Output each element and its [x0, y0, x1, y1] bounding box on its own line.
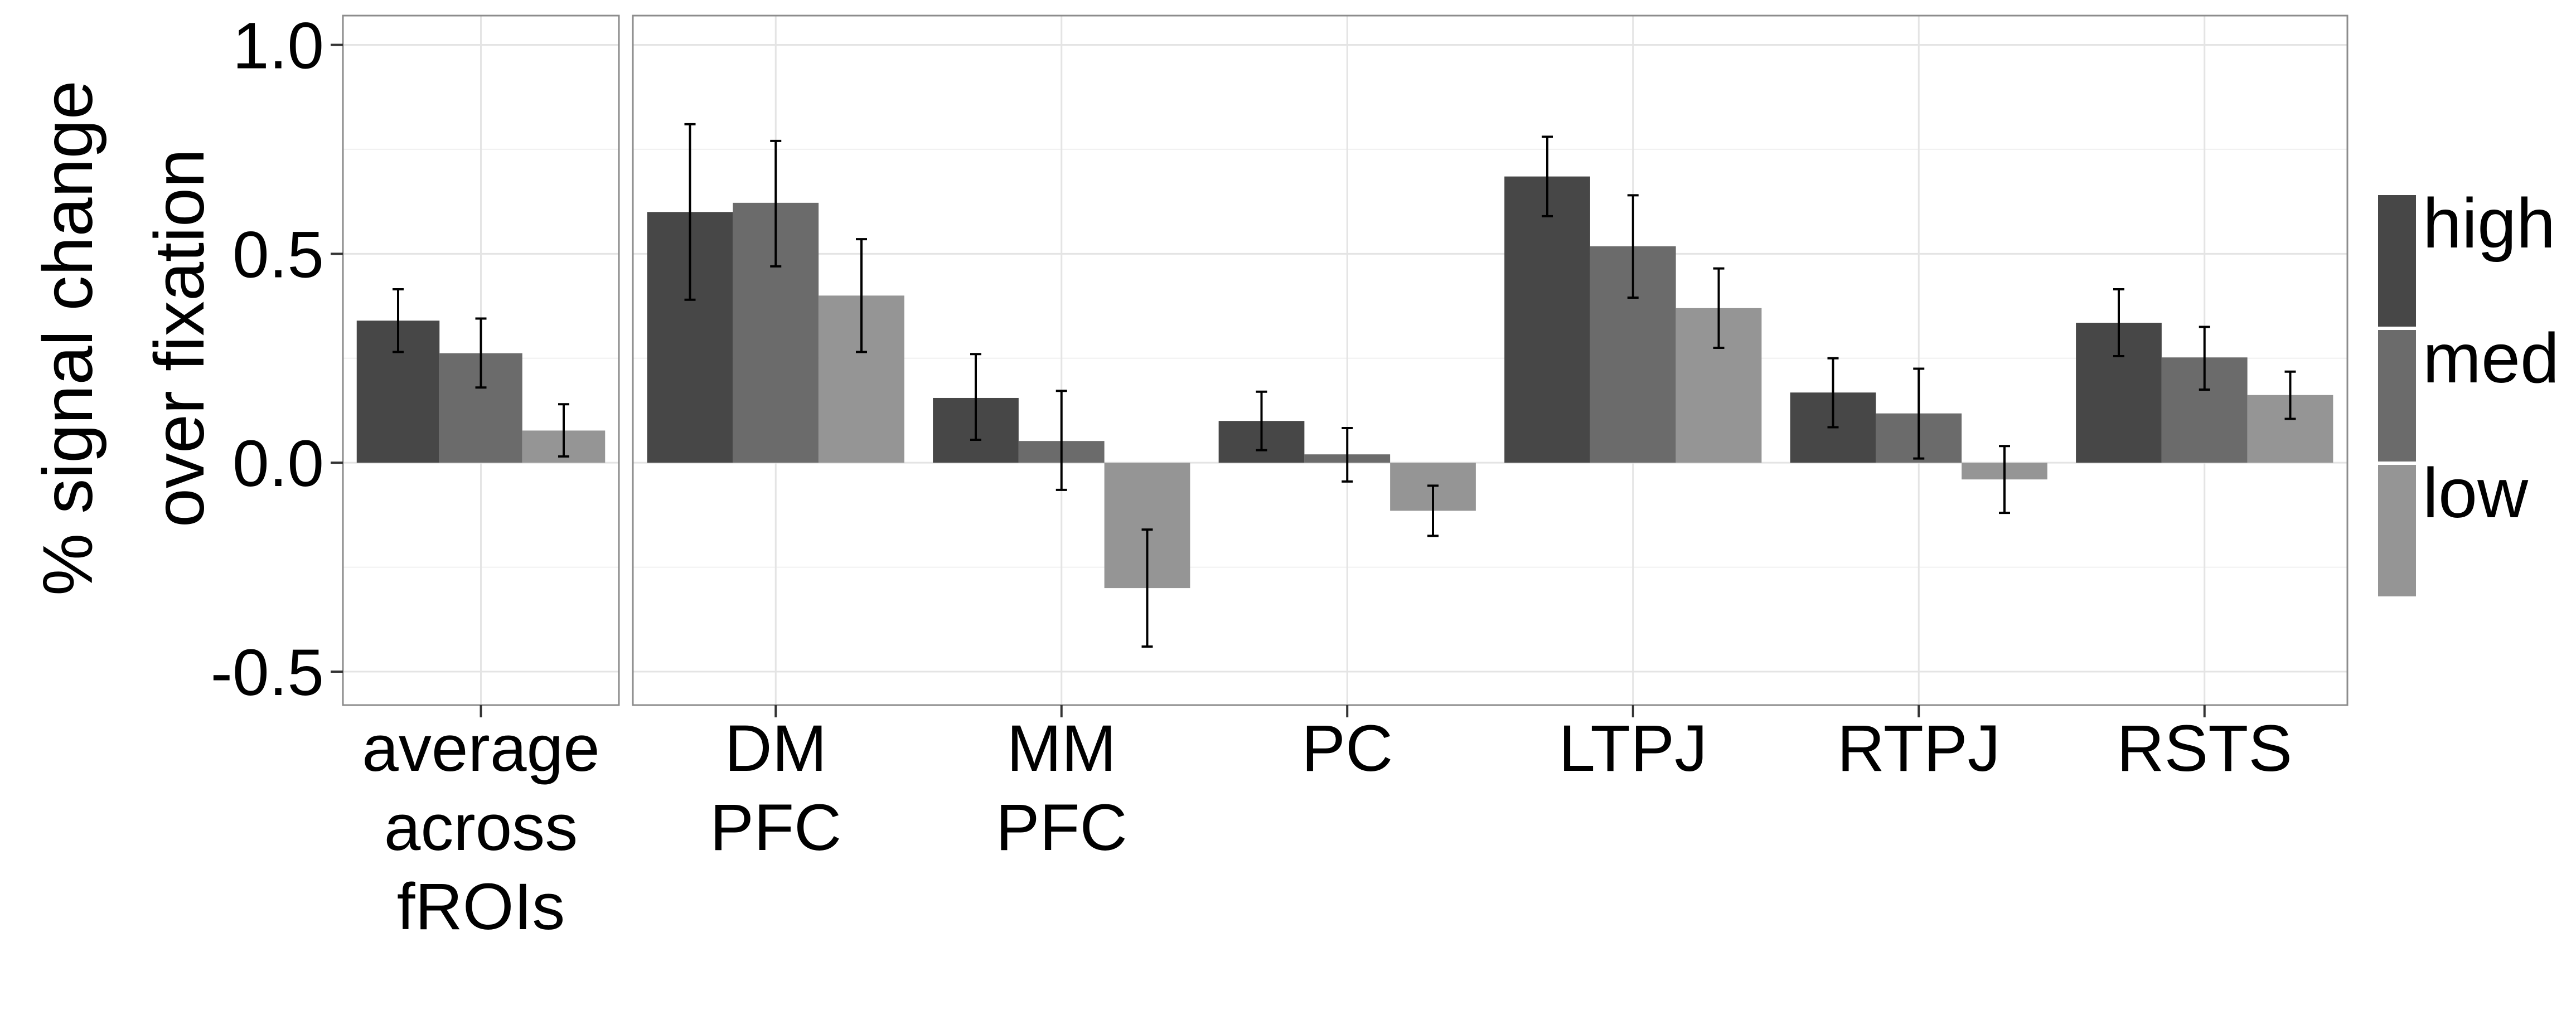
x-tick-label: DM PFC [710, 712, 841, 864]
error-bar-med [1342, 426, 1353, 483]
y-tick-label: 0.5 [233, 218, 324, 292]
x-axis: average across fROIs DM PFC MM PFC PC LTPJ RTPJ RS… [362, 705, 2292, 944]
error-bar-low [1141, 528, 1153, 648]
legend-label-low: low [2423, 454, 2529, 532]
x-tick-label: MM PFC [996, 712, 1127, 864]
error-bar-high [393, 288, 404, 353]
bar-high [1504, 176, 1590, 463]
legend-label-high: high [2423, 184, 2555, 263]
error-bar-low [2284, 370, 2296, 420]
panel-2 [632, 14, 2349, 706]
error-bar-med [1627, 194, 1639, 299]
error-bar-med [1913, 367, 1925, 460]
error-bar-low [1427, 484, 1439, 537]
legend-key-med [2378, 330, 2416, 462]
error-bar-low [1999, 445, 2010, 514]
error-bar-high [1542, 135, 1553, 217]
panel-background [633, 16, 2347, 705]
legend-key-high [2378, 195, 2416, 327]
error-bar-high [2113, 288, 2124, 358]
legend-label-med: med [2423, 319, 2559, 397]
x-tick-label: RTPJ [1837, 712, 2001, 785]
y-tick-label: -0.5 [211, 636, 324, 710]
legend-key-low [2378, 465, 2416, 596]
panel-border [632, 14, 2349, 706]
error-bar-high [970, 353, 981, 441]
error-bar-high [1827, 357, 1839, 429]
y-axis: 1.0 0.5 0.0 -0.5 [211, 9, 343, 710]
error-bar-med [770, 139, 782, 268]
error-bar-low [856, 238, 867, 353]
error-bar-med [1055, 390, 1067, 491]
error-bar-high [1256, 390, 1267, 451]
y-tick-label: 0.0 [233, 427, 324, 501]
error-bar-high [684, 123, 696, 301]
x-tick-label: LTPJ [1558, 712, 1707, 785]
panel-1 [342, 14, 620, 706]
error-bar-low [558, 403, 569, 458]
panels [342, 14, 2349, 706]
x-tick-label: PC [1301, 712, 1393, 785]
error-bar-low [1713, 267, 1725, 349]
x-tick-label: average across fROIs [362, 712, 599, 944]
y-tick-label: 1.0 [233, 9, 324, 82]
legend: high med low [2378, 184, 2559, 596]
x-tick-label: RSTS [2117, 712, 2292, 785]
y-axis-title: % signal change over fixation [28, 80, 219, 596]
error-bar-med [475, 317, 487, 389]
error-bar-med [2199, 326, 2210, 391]
